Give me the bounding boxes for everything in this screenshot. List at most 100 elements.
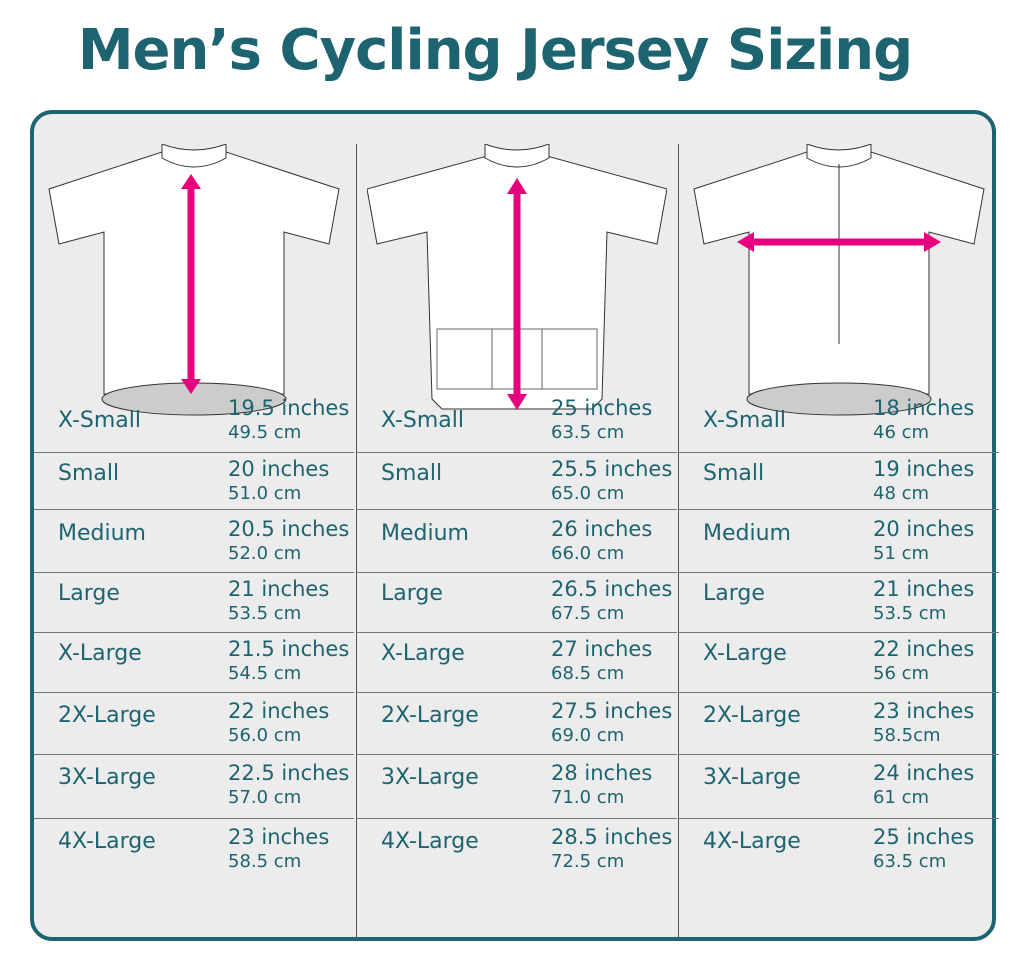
- cm-value: 46 cm: [873, 422, 930, 443]
- size-row: 2X-Large 23 inches 58.5cm: [679, 693, 999, 755]
- inches-value: 28.5 inches: [551, 825, 673, 849]
- size-row: X-Large 27 inches 68.5 cm: [357, 631, 677, 693]
- size-row: Medium 20.5 inches 52.0 cm: [34, 511, 354, 573]
- cm-value: 65.0 cm: [551, 483, 625, 504]
- size-column-1: X-Small 19.5 inches 49.5 cm Small 20 inches 5…: [34, 143, 354, 939]
- size-row: 4X-Large 28.5 inches 72.5 cm: [357, 819, 677, 881]
- size-label: Small: [703, 461, 765, 486]
- inches-value: 20 inches: [228, 457, 330, 481]
- cm-value: 53.5 cm: [228, 603, 302, 624]
- size-row: 2X-Large 22 inches 56.0 cm: [34, 693, 354, 755]
- size-row: 4X-Large 25 inches 63.5 cm: [679, 819, 999, 881]
- size-row: 3X-Large 24 inches 61 cm: [679, 755, 999, 819]
- size-label: Medium: [703, 521, 791, 546]
- size-label: Medium: [381, 521, 469, 546]
- jersey-front-measure-icon: [44, 143, 344, 429]
- size-row: X-Large 22 inches 56 cm: [679, 631, 999, 693]
- size-row: Small 25.5 inches 65.0 cm: [357, 451, 677, 510]
- size-label: 2X-Large: [58, 703, 156, 728]
- inches-value: 22 inches: [873, 637, 975, 661]
- cm-value: 58.5cm: [873, 725, 941, 746]
- size-label: Large: [58, 581, 120, 606]
- size-label: X-Small: [703, 408, 787, 433]
- cm-value: 68.5 cm: [551, 663, 625, 684]
- size-chart-panel: X-Small 19.5 inches 49.5 cm Small 20 inches 5…: [30, 110, 999, 941]
- cm-value: 72.5 cm: [551, 851, 625, 872]
- inches-value: 26.5 inches: [551, 577, 673, 601]
- cm-value: 58.5 cm: [228, 851, 302, 872]
- size-label: 3X-Large: [58, 765, 156, 790]
- inches-value: 23 inches: [228, 825, 330, 849]
- size-row: Small 20 inches 51.0 cm: [34, 451, 354, 510]
- inches-value: 28 inches: [551, 761, 653, 785]
- inches-value: 27 inches: [551, 637, 653, 661]
- size-row: Large 26.5 inches 67.5 cm: [357, 571, 677, 633]
- size-label: X-Small: [381, 408, 465, 433]
- inches-value: 22.5 inches: [228, 761, 350, 785]
- size-row: X-Small 19.5 inches 49.5 cm: [34, 394, 354, 453]
- cm-value: 49.5 cm: [228, 422, 302, 443]
- cm-value: 61 cm: [873, 787, 930, 808]
- size-row: 3X-Large 28 inches 71.0 cm: [357, 755, 677, 819]
- size-label: Large: [381, 581, 443, 606]
- size-label: 4X-Large: [381, 829, 479, 854]
- inches-value: 26 inches: [551, 517, 653, 541]
- size-label: X-Large: [58, 641, 142, 666]
- size-row: 4X-Large 23 inches 58.5 cm: [34, 819, 354, 881]
- size-row: Medium 20 inches 51 cm: [679, 511, 999, 573]
- size-label: X-Large: [381, 641, 465, 666]
- size-row: Small 19 inches 48 cm: [679, 451, 999, 510]
- inches-value: 25.5 inches: [551, 457, 673, 481]
- size-label: Small: [58, 461, 120, 486]
- cm-value: 63.5 cm: [551, 422, 625, 443]
- inches-value: 20 inches: [873, 517, 975, 541]
- cm-value: 53.5 cm: [873, 603, 947, 624]
- size-label: Large: [703, 581, 765, 606]
- inches-value: 27.5 inches: [551, 699, 673, 723]
- inches-value: 24 inches: [873, 761, 975, 785]
- size-column-2: X-Small 25 inches 63.5 cm Small 25.5 inches 6…: [356, 143, 677, 939]
- size-row: Large 21 inches 53.5 cm: [34, 571, 354, 633]
- page-title: Men’s Cycling Jersey Sizing: [77, 18, 913, 83]
- cm-value: 56.0 cm: [228, 725, 302, 746]
- cm-value: 67.5 cm: [551, 603, 625, 624]
- size-label: 3X-Large: [381, 765, 479, 790]
- size-label: 4X-Large: [703, 829, 801, 854]
- cm-value: 51.0 cm: [228, 483, 302, 504]
- size-label: 3X-Large: [703, 765, 801, 790]
- size-label: 4X-Large: [58, 829, 156, 854]
- inches-value: 19 inches: [873, 457, 975, 481]
- cm-value: 57.0 cm: [228, 787, 302, 808]
- size-label: X-Large: [703, 641, 787, 666]
- inches-value: 25 inches: [873, 825, 975, 849]
- inches-value: 18 inches: [873, 396, 975, 420]
- inches-value: 23 inches: [873, 699, 975, 723]
- inches-value: 21 inches: [228, 577, 330, 601]
- cm-value: 52.0 cm: [228, 543, 302, 564]
- cm-value: 69.0 cm: [551, 725, 625, 746]
- size-label: X-Small: [58, 408, 142, 433]
- inches-value: 22 inches: [228, 699, 330, 723]
- size-row: Medium 26 inches 66.0 cm: [357, 511, 677, 573]
- jersey-chest-measure-icon: [689, 143, 989, 429]
- cm-value: 54.5 cm: [228, 663, 302, 684]
- inches-value: 25 inches: [551, 396, 653, 420]
- size-label: 2X-Large: [703, 703, 801, 728]
- size-row: Large 21 inches 53.5 cm: [679, 571, 999, 633]
- size-label: Small: [381, 461, 443, 486]
- jersey-back-measure-icon: [366, 143, 668, 429]
- size-row: X-Small 25 inches 63.5 cm: [357, 394, 677, 453]
- inches-value: 19.5 inches: [228, 396, 350, 420]
- cm-value: 66.0 cm: [551, 543, 625, 564]
- inches-value: 21 inches: [873, 577, 975, 601]
- cm-value: 63.5 cm: [873, 851, 947, 872]
- size-row: 2X-Large 27.5 inches 69.0 cm: [357, 693, 677, 755]
- size-label: 2X-Large: [381, 703, 479, 728]
- size-label: Medium: [58, 521, 146, 546]
- cm-value: 71.0 cm: [551, 787, 625, 808]
- size-row: 3X-Large 22.5 inches 57.0 cm: [34, 755, 354, 819]
- size-row: X-Large 21.5 inches 54.5 cm: [34, 631, 354, 693]
- size-column-3: X-Small 18 inches 46 cm Small 19 inches 48 cm…: [678, 143, 999, 939]
- cm-value: 48 cm: [873, 483, 930, 504]
- inches-value: 20.5 inches: [228, 517, 350, 541]
